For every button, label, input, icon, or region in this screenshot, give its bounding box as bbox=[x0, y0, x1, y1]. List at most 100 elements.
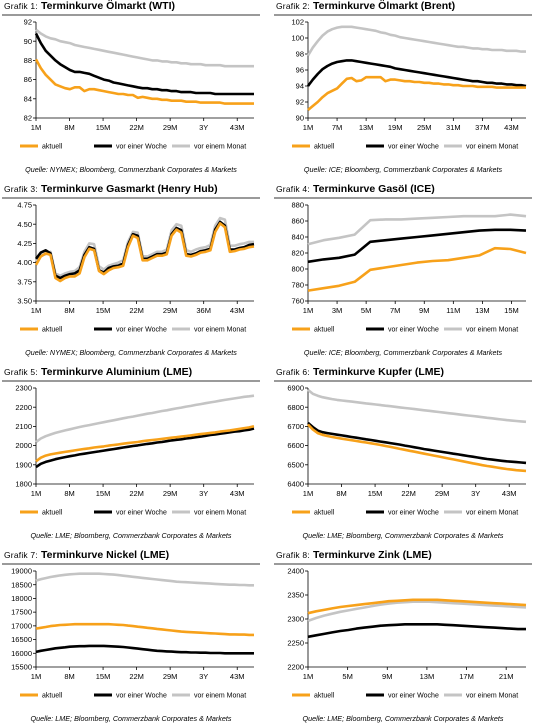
legend-label: aktuell bbox=[314, 510, 335, 517]
series-line-aktuell bbox=[307, 423, 527, 473]
chart-name: Terminkurve Kupfer (LME) bbox=[312, 366, 445, 378]
y-tick-label: 102 bbox=[291, 18, 304, 27]
y-tick-label: 2300 bbox=[15, 384, 32, 393]
series-line-vor-einer-woche bbox=[34, 32, 254, 96]
legend-label: aktuell bbox=[42, 327, 63, 334]
legend-item: vor einer Woche bbox=[94, 144, 167, 151]
legend-item: aktuell bbox=[20, 144, 63, 151]
x-tick-label: 29M bbox=[435, 489, 450, 498]
x-tick-label: 43M bbox=[230, 123, 245, 132]
chart-title: Grafik 5: Terminkurve Aluminium (LME) bbox=[4, 366, 192, 378]
series-line-vor-einer-woche bbox=[35, 427, 255, 469]
x-tick-label: 11M bbox=[446, 306, 460, 315]
chart-panel-3: Grafik 3: Terminkurve Gasmarkt (Henry Hu… bbox=[2, 183, 260, 361]
y-tick-label: 2300 bbox=[287, 615, 304, 624]
series-line-aktuell bbox=[34, 58, 254, 105]
chart-source: Quelle: LME; Bloomberg, Commerzbank Corp… bbox=[30, 531, 232, 540]
x-tick-label: 9M bbox=[382, 672, 392, 681]
x-tick-label: 15M bbox=[96, 306, 111, 315]
legend-label: aktuell bbox=[42, 144, 63, 151]
series-line-vor-einer-woche bbox=[306, 59, 527, 88]
chart-source: Quelle: LME; Bloomberg, Commerzbank Corp… bbox=[30, 714, 232, 723]
chart-number: Grafik 8: bbox=[276, 550, 310, 560]
chart-number: Grafik 7: bbox=[4, 550, 38, 560]
x-tick-label: 1M bbox=[303, 672, 313, 681]
legend-label: vor einem Monat bbox=[194, 327, 246, 334]
y-tick-label: 800 bbox=[291, 265, 304, 274]
y-tick-label: 3.50 bbox=[17, 297, 32, 306]
chart-source: Quelle: ICE; Bloomberg, Commerzbank Corp… bbox=[303, 165, 503, 174]
chart-title: Grafik 8: Terminkurve Zink (LME) bbox=[276, 549, 432, 561]
y-tick-label: 880 bbox=[291, 201, 304, 210]
x-tick-label: 15M bbox=[96, 489, 111, 498]
x-tick-label: 1M bbox=[303, 123, 313, 132]
y-tick-label: 840 bbox=[291, 233, 304, 242]
title-rule bbox=[274, 380, 532, 382]
y-tick-label: 4.75 bbox=[17, 201, 32, 210]
series-line-vor-einem-monat bbox=[35, 28, 254, 68]
legend-label: vor einer Woche bbox=[388, 327, 439, 334]
series-line-aktuell bbox=[34, 222, 255, 283]
x-tick-label: 9M bbox=[419, 306, 429, 315]
y-tick-label: 780 bbox=[291, 281, 304, 290]
x-tick-label: 7M bbox=[390, 306, 400, 315]
x-tick-label: 8M bbox=[64, 489, 74, 498]
x-tick-label: 1M bbox=[31, 123, 41, 132]
y-tick-label: 2200 bbox=[287, 663, 304, 672]
legend-item: vor einem Monat bbox=[172, 144, 246, 151]
chart-source: Quelle: ICE; Bloomberg, Commerzbank Corp… bbox=[303, 348, 503, 357]
legend-label: aktuell bbox=[42, 510, 63, 517]
legend-item: aktuell bbox=[20, 327, 63, 334]
y-tick-label: 6400 bbox=[287, 480, 304, 489]
series-line-vor-einer-woche bbox=[34, 220, 255, 280]
legend-item: vor einem Monat bbox=[444, 327, 518, 334]
series-line-vor-einer-woche bbox=[307, 228, 527, 264]
chart-name: Terminkurve Aluminium (LME) bbox=[40, 366, 193, 378]
legend-label: aktuell bbox=[314, 693, 335, 700]
chart-title: Grafik 7: Terminkurve Nickel (LME) bbox=[4, 549, 169, 561]
y-tick-label: 100 bbox=[291, 34, 304, 43]
x-tick-label: 15M bbox=[368, 489, 383, 498]
legend-label: aktuell bbox=[314, 144, 335, 151]
legend-item: aktuell bbox=[20, 693, 63, 700]
legend-label: vor einer Woche bbox=[116, 327, 167, 334]
chart-number: Grafik 1: bbox=[4, 1, 38, 11]
legend-label: vor einer Woche bbox=[116, 693, 167, 700]
y-tick-label: 82 bbox=[24, 114, 32, 123]
x-tick-label: 43M bbox=[502, 489, 517, 498]
x-tick-label: 19M bbox=[388, 123, 403, 132]
chart-panel-5: Grafik 5: Terminkurve Aluminium (LME) 18… bbox=[2, 366, 260, 544]
legend-label: vor einem Monat bbox=[466, 327, 518, 334]
y-tick-label: 2200 bbox=[15, 403, 32, 412]
x-tick-label: 13M bbox=[420, 672, 435, 681]
line-chart: 90 92 94 96 98 100 102 1M 7M 13M 19M 25M 31M 37M 43M ak… bbox=[291, 18, 527, 151]
series-line-vor-einem-monat bbox=[306, 25, 526, 57]
y-tick-label: 98 bbox=[296, 50, 304, 59]
y-tick-label: 90 bbox=[24, 37, 32, 46]
chart-name: Terminkurve Ölmarkt (Brent) bbox=[312, 0, 456, 12]
title-rule bbox=[274, 14, 532, 16]
y-tick-label: 6900 bbox=[287, 384, 304, 393]
line-chart: 3.50 3.75 4.00 4.25 4.50 4.75 1M 8M 15M 22M 29M 36M… bbox=[17, 201, 255, 334]
x-tick-label: 22M bbox=[129, 306, 144, 315]
y-tick-label: 19000 bbox=[11, 567, 32, 576]
x-tick-label: 13M bbox=[359, 123, 374, 132]
legend-label: vor einem Monat bbox=[466, 693, 518, 700]
y-tick-label: 84 bbox=[24, 94, 32, 103]
title-rule bbox=[274, 563, 532, 565]
line-chart: 15500 16000 16500 17000 17500 18000 18500 19000… bbox=[11, 567, 254, 700]
y-tick-label: 2100 bbox=[15, 422, 32, 431]
legend-item: aktuell bbox=[292, 693, 335, 700]
x-tick-label: 22M bbox=[129, 489, 144, 498]
y-tick-label: 92 bbox=[24, 18, 32, 27]
legend-item: vor einer Woche bbox=[94, 510, 167, 517]
legend-label: vor einer Woche bbox=[388, 510, 439, 517]
legend-label: vor einer Woche bbox=[116, 144, 167, 151]
x-tick-label: 7M bbox=[332, 123, 342, 132]
legend-item: vor einer Woche bbox=[366, 693, 439, 700]
chart-source: Quelle: LME; Bloomberg, Commerzbank Corp… bbox=[302, 531, 504, 540]
legend-label: vor einem Monat bbox=[194, 144, 246, 151]
x-tick-label: 3M bbox=[332, 306, 342, 315]
x-tick-label: 43M bbox=[230, 672, 245, 681]
x-tick-label: 3Y bbox=[199, 123, 208, 132]
